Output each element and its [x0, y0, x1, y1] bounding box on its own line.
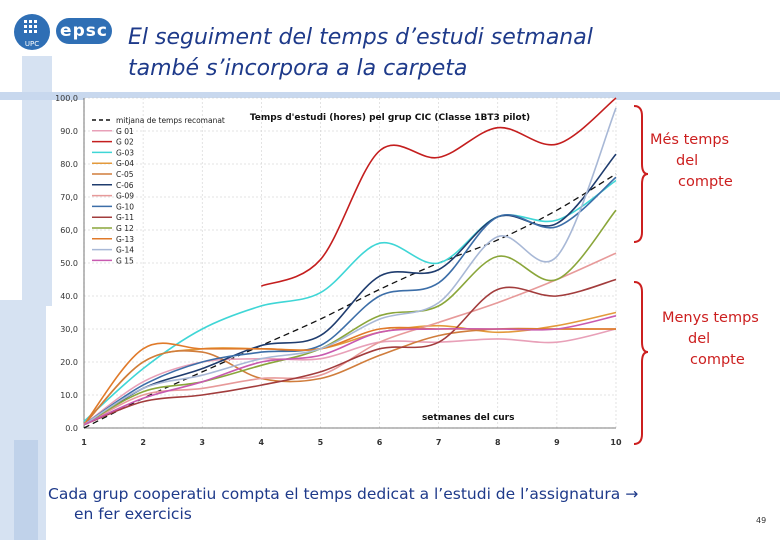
- note-less-line2: del: [688, 331, 711, 347]
- y-tick-label: 80.0: [60, 160, 78, 169]
- series-line-10: [83, 209, 617, 426]
- note-less-line3: compte: [690, 352, 745, 368]
- upc-logo: UPC: [14, 14, 50, 50]
- bracket-more: [633, 105, 649, 243]
- x-axis-label: setmanes del curs: [422, 413, 515, 423]
- y-tick-label: 10.0: [60, 391, 78, 400]
- caption-line2: en fer exercicis: [74, 505, 192, 523]
- legend-label: G-11: [116, 213, 134, 222]
- chart-title: Temps d'estudi (hores) pel grup CIC (Cla…: [250, 113, 530, 123]
- y-tick-label: 90.0: [60, 127, 78, 136]
- upc-logo-text: UPC: [24, 40, 40, 48]
- x-tick-label: 3: [199, 438, 205, 447]
- series-line-1: [83, 328, 617, 426]
- legend-label: G-10: [116, 202, 134, 211]
- legend-label: G 15: [116, 256, 134, 265]
- legend-label: G 12: [116, 224, 134, 233]
- y-tick-label: 70,0: [60, 193, 78, 202]
- x-tick-label: 10: [610, 438, 622, 447]
- caption-line1: Cada grup cooperatiu compta el temps ded…: [48, 485, 621, 503]
- title-line-2: també s’incorpora a la carpeta: [128, 56, 468, 81]
- y-tick-label: 40.0: [60, 292, 78, 301]
- x-tick-label: 6: [377, 438, 383, 447]
- series-line-3: [83, 179, 617, 422]
- y-tick-label: 0.0: [65, 424, 78, 433]
- epsc-logo: epsc: [56, 18, 112, 44]
- bg-block-left-strip: [14, 440, 38, 540]
- legend-label: G 02: [116, 138, 134, 147]
- note-more-line2: del: [676, 153, 699, 169]
- series-line-2: [261, 97, 617, 287]
- legend-label: G-13: [116, 235, 134, 244]
- arrow-right-icon: →: [625, 485, 639, 503]
- x-tick-label: 7: [436, 438, 442, 447]
- legend-label: G-09: [116, 192, 134, 201]
- page-number: 49: [756, 516, 767, 525]
- y-tick-label: 50.0: [60, 259, 78, 268]
- x-tick-label: 2: [140, 438, 146, 447]
- x-tick-label: 8: [495, 438, 501, 447]
- x-tick-label: 1: [81, 438, 87, 447]
- series-line-12: [83, 107, 617, 426]
- brackets: [633, 105, 649, 445]
- series-line-9: [83, 278, 617, 426]
- y-tick-label: 20.0: [60, 358, 78, 367]
- series-line-8: [83, 176, 617, 426]
- bg-bar-top: [0, 92, 780, 100]
- x-tick-label: 5: [318, 438, 324, 447]
- note-more-line1: Més temps: [650, 132, 730, 148]
- legend-label: C-06: [116, 181, 134, 190]
- series-line-13: [83, 315, 617, 426]
- title-line-1: El seguiment del temps d’estudi setmanal: [128, 25, 593, 50]
- note-less-line1: Menys temps: [662, 310, 759, 326]
- legend-label: G 01: [116, 127, 134, 136]
- caption: Cada grup cooperatiu compta el temps ded…: [48, 484, 638, 524]
- y-tick-label: 60,0: [60, 226, 78, 235]
- bg-column-left: [22, 56, 52, 306]
- note-more-time: Més temps del compte: [650, 130, 733, 193]
- y-tick-label: 30,0: [60, 325, 78, 334]
- x-tick-label: 9: [554, 438, 560, 447]
- legend-label: C-05: [116, 170, 134, 179]
- page-title: El seguiment del temps d’estudi setmanal…: [128, 22, 688, 84]
- y-tick-label: 100,0: [55, 94, 78, 103]
- legend-label: G-03: [116, 148, 134, 157]
- legend-label: G-14: [116, 246, 134, 255]
- note-less-time: Menys temps del compte: [662, 308, 759, 371]
- bracket-less: [633, 281, 649, 445]
- legend-label: G-04: [116, 159, 134, 168]
- study-time-chart: 0.0 10.0 20.0 30,0 40.0 50.0 60,0 70,0 80.0 90.0 1…: [55, 94, 622, 447]
- note-more-line3: compte: [678, 174, 733, 190]
- x-tick-label: 4: [259, 438, 265, 447]
- legend-label: mitjana de temps recomanat: [116, 116, 225, 125]
